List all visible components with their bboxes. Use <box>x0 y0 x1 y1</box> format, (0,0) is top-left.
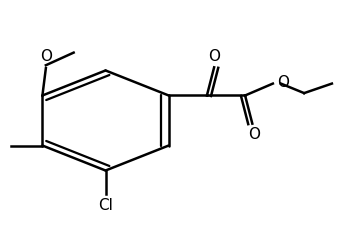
Text: O: O <box>40 49 52 64</box>
Text: O: O <box>277 75 289 90</box>
Text: O: O <box>208 49 220 64</box>
Text: Cl: Cl <box>98 198 113 213</box>
Text: O: O <box>248 127 260 142</box>
